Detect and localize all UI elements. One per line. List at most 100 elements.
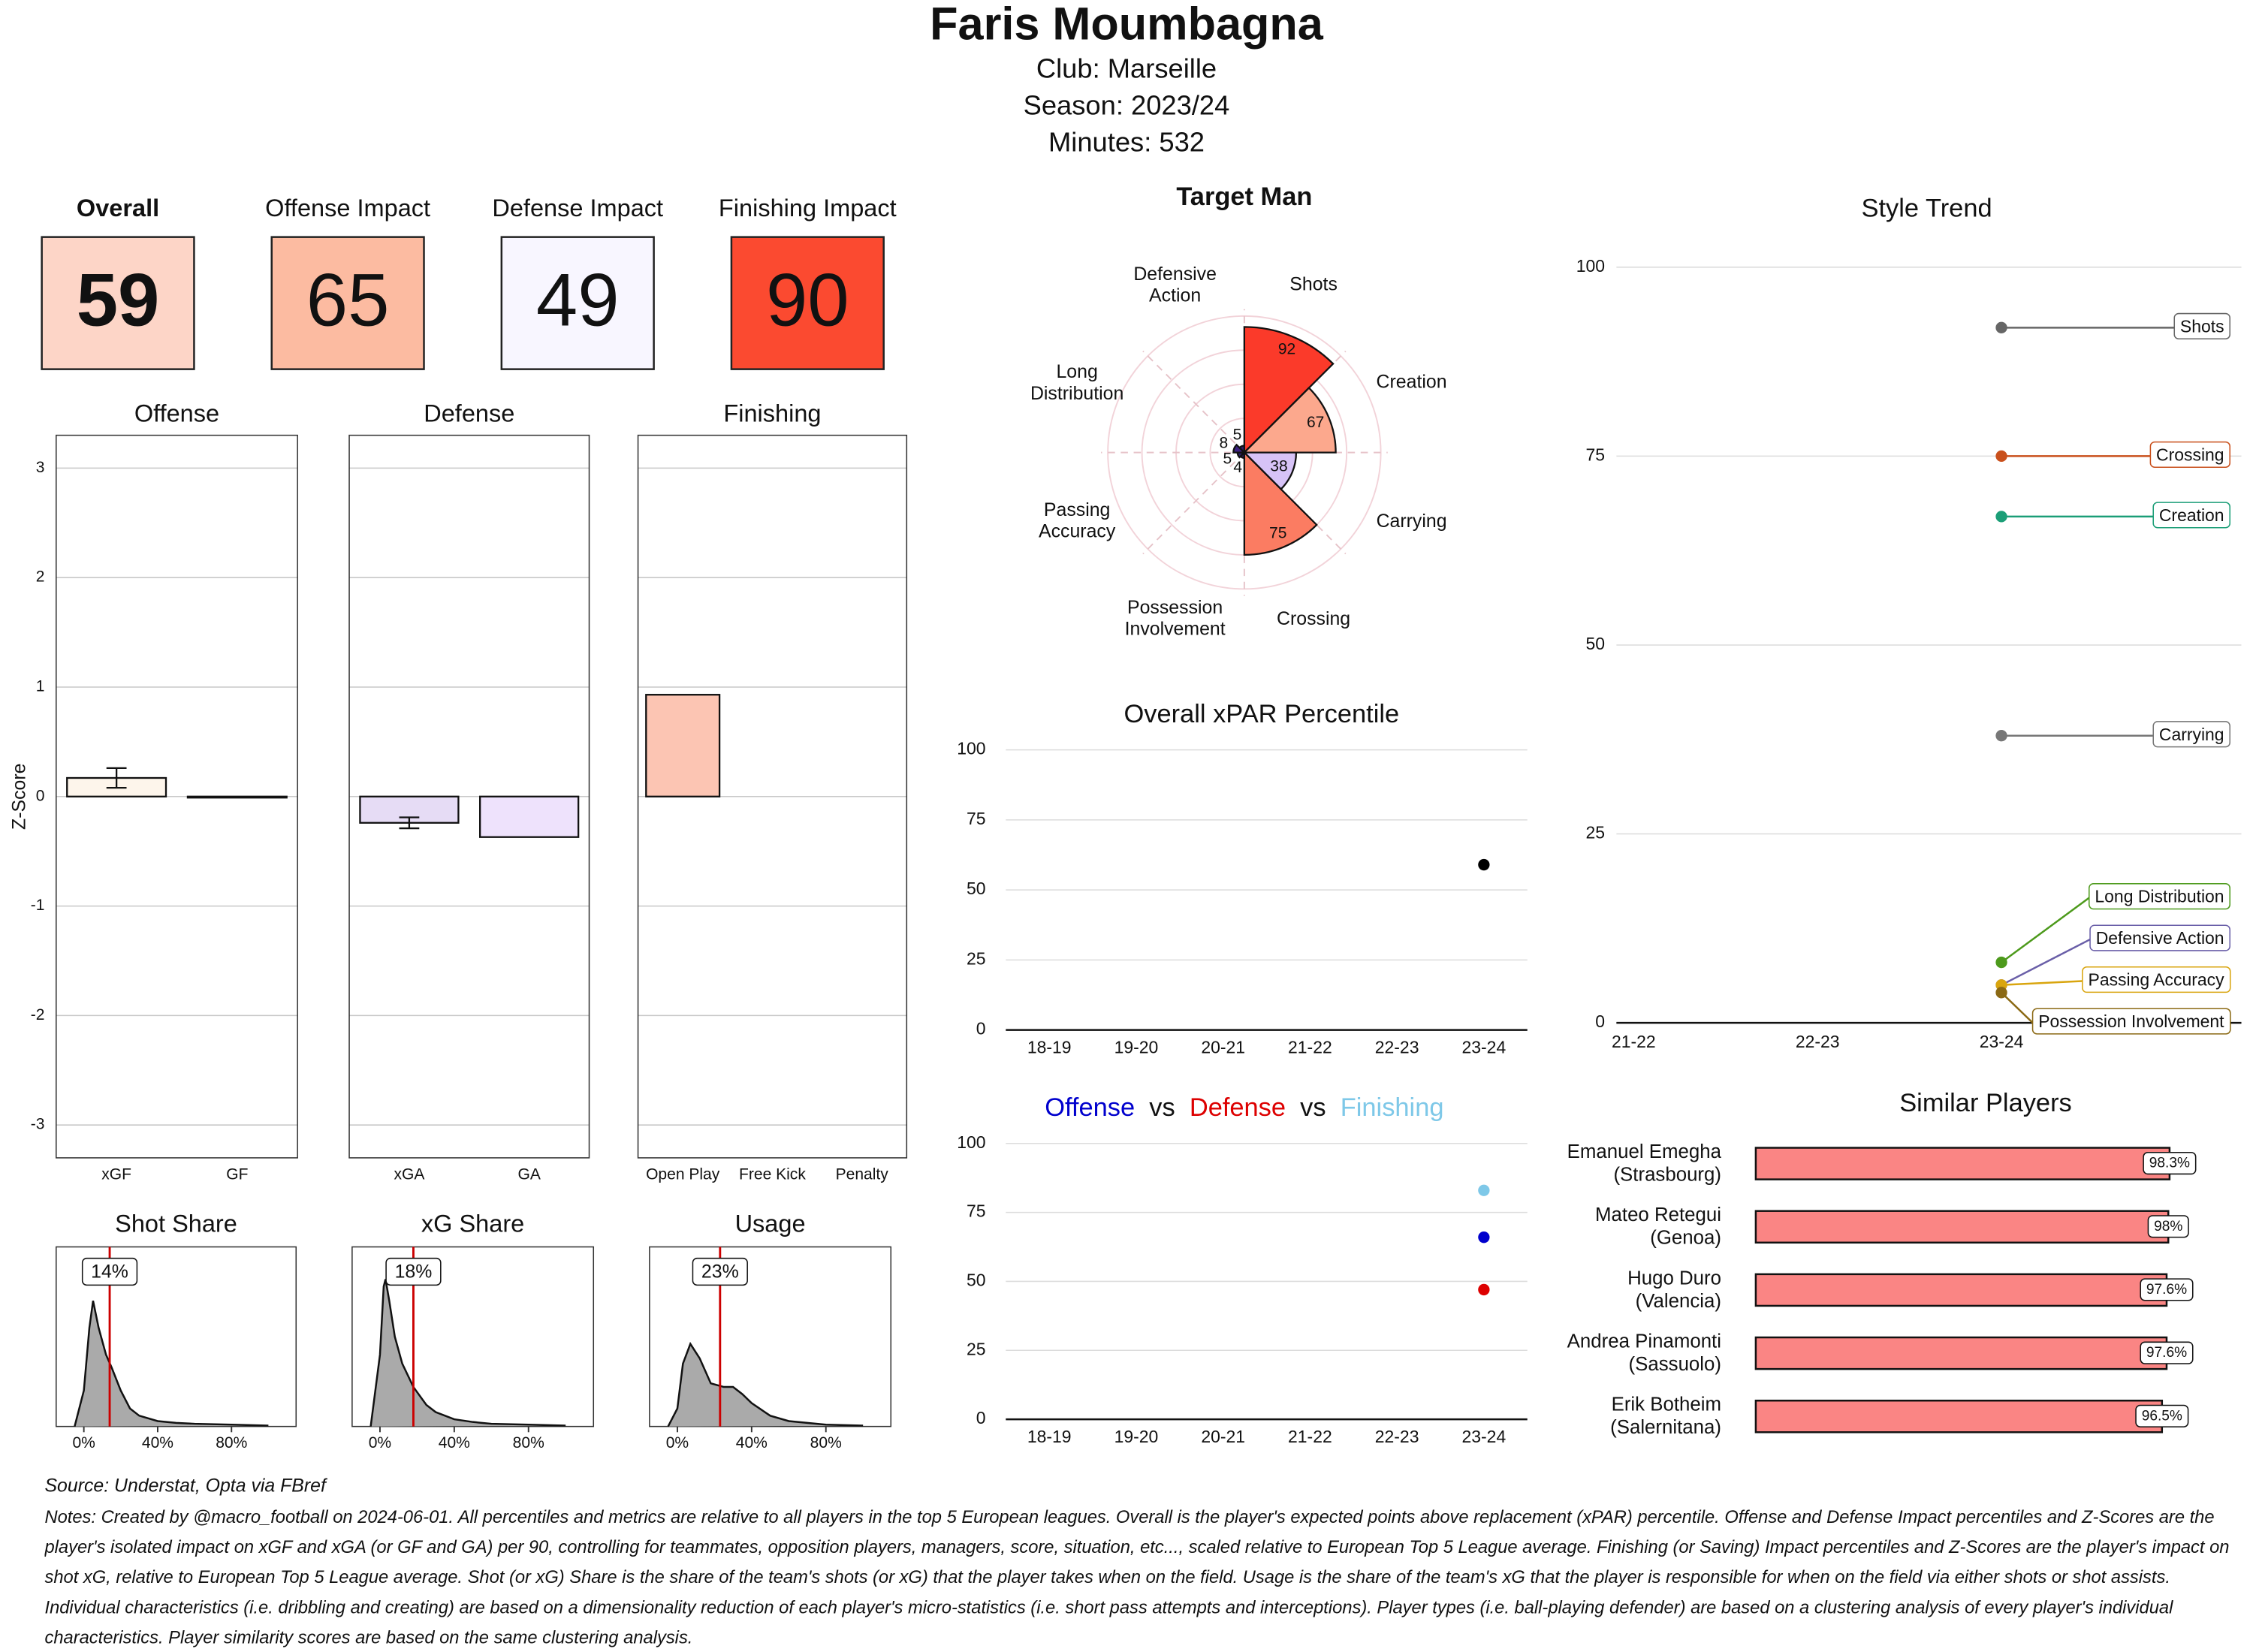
y-tick-label-box: Emanuel Emegha (Strasbourg): [1567, 1141, 1721, 1185]
axis-label-box: Shots: [1289, 273, 1338, 295]
bar: [1754, 1273, 2168, 1307]
legend-label: Shots: [2180, 316, 2224, 336]
chart-title: Similar Players: [1899, 1089, 2072, 1117]
player-name: Faris Moumbagna: [930, 0, 1324, 50]
axis-label: Long Distribution: [1030, 360, 1124, 404]
label-box: [692, 1257, 748, 1286]
value-label: 97.6%: [2146, 1345, 2187, 1361]
panel-title: Offense: [134, 399, 219, 427]
score-box: [500, 236, 655, 370]
axis-label-box: Crossing: [1277, 607, 1351, 629]
series-point: [1995, 511, 2007, 523]
score-box: [730, 236, 885, 370]
axis-label-box: Creation: [1376, 371, 1447, 393]
x-tick-label: 18-19: [1027, 1427, 1072, 1446]
label-connector: [2001, 991, 2034, 1023]
bar: [1754, 1147, 2171, 1180]
panel-title: Defense: [424, 399, 514, 427]
polar-bar: [1243, 326, 1335, 455]
title-legend: Finishing: [1341, 1093, 1444, 1122]
x-tick-label: 23-24: [1980, 1032, 2024, 1051]
polar-bar: [1242, 386, 1337, 454]
x-tick-label: 23-24: [1462, 1038, 1507, 1057]
y-tick-label: Andrea Pinamonti (Sassuolo): [1567, 1331, 1721, 1375]
y-tick-label-box: Mateo Retegui (Genoa): [1595, 1204, 1721, 1248]
x-tick-label: 19-20: [1114, 1038, 1159, 1057]
x-tick-label: xGA: [394, 1165, 424, 1183]
x-tick-label: 20-21: [1201, 1038, 1245, 1057]
label-box: [2135, 1404, 2189, 1427]
label-box: [81, 1257, 138, 1286]
value-label: 98%: [2154, 1219, 2182, 1234]
label-box: [385, 1257, 442, 1286]
x-tick-label: GF: [226, 1165, 248, 1183]
axis-label: Crossing: [1277, 607, 1351, 629]
value-label: 97.6%: [2146, 1282, 2187, 1298]
error-bar: [399, 816, 420, 830]
label-connector: [2001, 980, 2083, 987]
x-tick-label: 0%: [666, 1434, 689, 1452]
bar: [1754, 1336, 2168, 1370]
density-area: [74, 1301, 269, 1427]
legend-label: Long Distribution: [2095, 887, 2224, 906]
marker-label: 23%: [701, 1262, 739, 1283]
y-tick-label: 75: [1586, 445, 1606, 464]
y-tick-label: 0: [976, 1019, 986, 1039]
y-tick-label: 25: [967, 1339, 986, 1358]
panel-title: Usage: [735, 1210, 806, 1237]
title-separator: vs: [1300, 1093, 1326, 1122]
x-tick-label: 21-22: [1612, 1032, 1656, 1051]
y-tick-label: 0: [976, 1408, 986, 1427]
series-point: [1995, 450, 2007, 463]
notes-box: Notes: Created by @macro_football on 202…: [44, 1506, 2230, 1648]
value-label: 92: [1278, 340, 1295, 357]
x-tick-label: 22-23: [1796, 1032, 1840, 1051]
value-label: 38: [1270, 457, 1287, 475]
density-area: [667, 1341, 864, 1427]
y-tick-label: 2: [36, 568, 45, 586]
x-tick-label: xGF: [101, 1165, 131, 1183]
legend-label: Passing Accuracy: [2089, 970, 2225, 990]
score-value: 90: [766, 259, 849, 342]
x-tick-label: 22-23: [1375, 1038, 1419, 1057]
marker-label: 14%: [91, 1262, 128, 1283]
label-box: [2089, 924, 2230, 951]
panel-frame: [56, 434, 298, 1159]
notes: Notes: Created by @macro_football on 202…: [44, 1506, 2230, 1648]
y-tick-label: 75: [967, 1201, 986, 1221]
x-tick-label: GA: [517, 1165, 540, 1183]
axis-label: Defensive Action: [1133, 262, 1217, 306]
value-label: 8: [1219, 435, 1228, 452]
axis-label: Creation: [1376, 371, 1447, 393]
bar: [479, 795, 580, 838]
x-tick-label: 23-24: [1462, 1427, 1507, 1446]
bar: [645, 694, 721, 797]
panel-frame: [348, 434, 590, 1159]
axis-label-box: Passing Accuracy: [1039, 499, 1115, 541]
x-tick-label: Open Play: [646, 1165, 720, 1183]
y-tick-label-box: Erik Botheim (Salernitana): [1610, 1394, 1721, 1438]
score-label: Offense Impact: [265, 194, 430, 222]
series-point: [1995, 956, 2007, 969]
polar-spoke: [1142, 350, 1245, 454]
value-label: 96.5%: [2142, 1408, 2182, 1424]
score-box: [270, 236, 425, 370]
x-tick-label: 40%: [736, 1434, 768, 1452]
y-tick-label-box: Hugo Duro (Valencia): [1627, 1268, 1721, 1311]
x-tick-label: 0%: [72, 1434, 95, 1452]
header-line: Minutes: 532: [1048, 127, 1205, 158]
polar-bar: [1238, 445, 1246, 455]
value-label: 75: [1269, 524, 1286, 541]
panel-frame: [637, 434, 908, 1159]
score-label: Overall: [77, 194, 159, 222]
score-label: Finishing Impact: [719, 194, 897, 222]
y-tick-label: 25: [967, 948, 986, 968]
legend-label: Possession Involvement: [2038, 1011, 2224, 1031]
y-tick-label: 100: [1576, 256, 1605, 276]
error-bar: [106, 767, 127, 789]
y-tick-label: -1: [31, 897, 45, 914]
x-tick-label: 40%: [439, 1434, 470, 1452]
x-tick-label: 22-23: [1375, 1427, 1419, 1446]
score-value: 59: [77, 259, 160, 342]
bar: [1754, 1399, 2164, 1433]
